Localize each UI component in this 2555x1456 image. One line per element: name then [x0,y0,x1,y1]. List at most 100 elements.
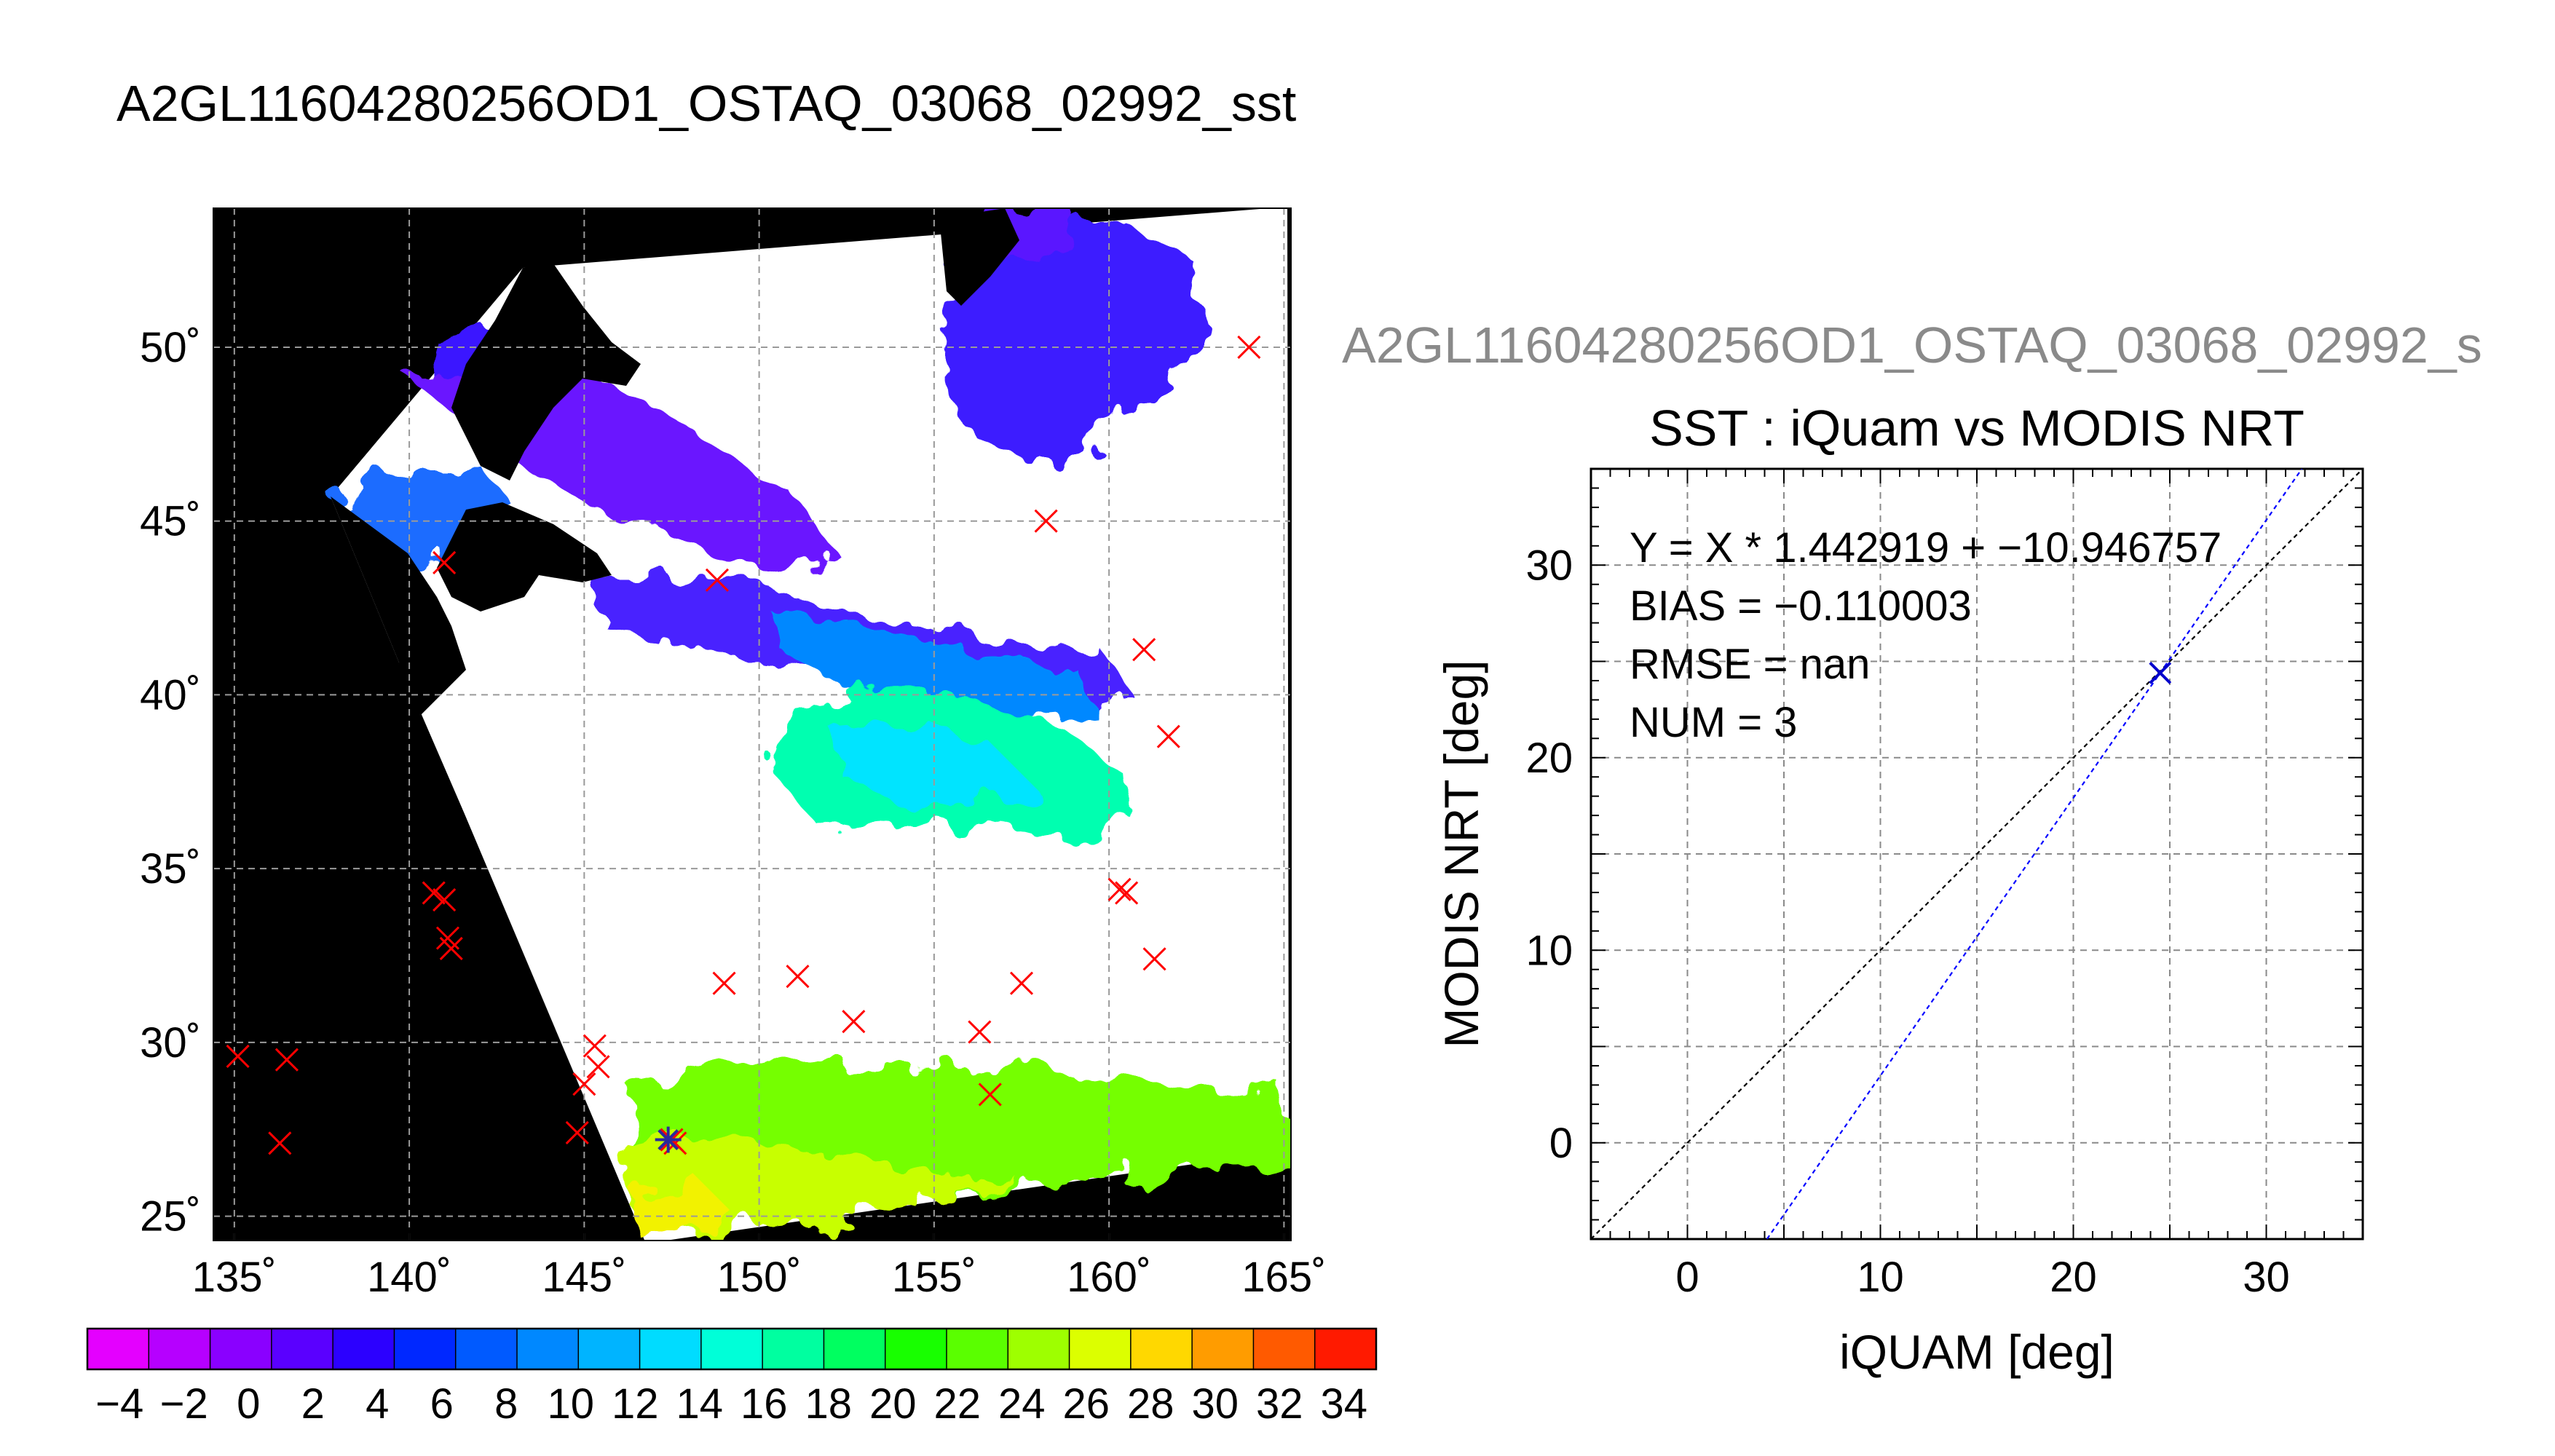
sst-region-mid-cyan-core [830,721,1034,808]
colorbar-swatch [700,1329,763,1369]
map-x-axis: 135˚ 140˚ 145˚ 150˚ 155˚ 160˚ 165˚ [192,1227,1326,1301]
scatter-y-axis: 0 10 20 30 [1525,542,1573,1167]
iquam-point [1115,881,1139,905]
iquam-point [433,550,457,575]
iquam-point [842,1010,866,1034]
map-markers [226,335,1261,1155]
iquam-point [705,568,730,592]
colorbar-tick-label: 28 [1127,1380,1174,1428]
colorbar-tick-label: −4 [95,1380,143,1428]
scatter-y-tick-label: 10 [1525,927,1573,974]
colorbar-tick-label: 0 [237,1380,260,1428]
colorbar-tick-label: 6 [430,1380,454,1428]
scatter-y-tick-label: 20 [1525,735,1573,782]
colorbar-tick-label: 30 [1191,1380,1239,1428]
map-y-tick-label: 35˚ [140,845,201,893]
colorbar-swatch [87,1329,150,1369]
colorbar-tick-label: 2 [301,1380,325,1428]
iquam-point [1156,724,1180,748]
colorbar-tick-label: 24 [998,1380,1046,1428]
identity-line [1591,469,2363,1239]
scatter-x-tick-label: 30 [2243,1254,2290,1301]
scatter-stat-line: BIAS = −0.110003 [1630,582,1972,630]
scatter-point [2149,661,2172,684]
scatter-x-axis: 0 10 20 30 [1675,1254,2289,1301]
scatter-x-tick-label: 20 [2050,1254,2097,1301]
scatter-y-tick-label: 0 [1549,1120,1573,1167]
colorbar-swatch [271,1329,333,1369]
colorbar-tick-label: 34 [1320,1380,1367,1428]
colorbar-tick-label: 32 [1256,1380,1303,1428]
scatter-x-tick-label: 0 [1675,1254,1699,1301]
map-y-tick-label: 30˚ [140,1019,201,1067]
iquam-point [712,971,736,995]
colorbar-tick-label: 20 [869,1380,917,1428]
iquam-point [572,1072,596,1096]
iquam-point [1132,638,1156,662]
iquam-point [433,888,457,912]
scatter-stat-line: RMSE = nan [1630,641,1870,688]
iquam-point [1034,509,1058,533]
sst-region-okhotsk [939,218,1209,466]
iquam-point [1107,877,1132,901]
scatter-plot: 0 10 20 30 0 10 20 30 iQUAM [deg] MODIS NRT [d… [1434,400,2364,1379]
colorbar-swatch [762,1329,825,1369]
scatter-stat-line: Y = X * 1.442919 + −10.946757 [1630,524,2222,571]
colorbar-swatch [1069,1329,1132,1369]
map-grid [213,208,1291,1241]
colorbar-tick-label: 22 [933,1380,981,1428]
map-x-tick-label: 150˚ [717,1254,802,1301]
iquam-point [226,1044,250,1069]
iquam-point [275,1048,299,1072]
colorbar-swatch [1008,1329,1070,1369]
colorbar-tick-label: 26 [1062,1380,1110,1428]
colorbar-swatch [947,1329,1009,1369]
iquam-point [422,881,446,905]
colorbar-tick-label: −2 [160,1380,208,1428]
sakhalin-land [451,264,641,480]
colorbar-tick-label: 18 [805,1380,852,1428]
page-title: A2GL11604280256OD1_OSTAQ_03068_02992_sst [117,75,1296,132]
iquam-point [786,965,810,989]
hokkaido-land [437,502,612,612]
colorbar-swatch [1314,1329,1377,1369]
colorbar-tick-label: 16 [741,1380,788,1428]
honshu-land [331,496,466,728]
sst-map: 135˚ 140˚ 145˚ 150˚ 155˚ 160˚ 165˚ 25˚ 30˚ 35˚ 40… [140,207,1326,1301]
scatter-header: A2GL11604280256OD1_OSTAQ_03068_02992_s [1342,317,2482,373]
colorbar-swatch [578,1329,641,1369]
colorbar-swatch [210,1329,272,1369]
scatter-points [2149,661,2172,684]
colorbar-swatch [149,1329,211,1369]
scatter-x-tick-label: 10 [1857,1254,1904,1301]
colorbar-swatch [639,1329,702,1369]
map-frame [213,207,1292,1241]
colorbar-tick-label: 4 [366,1380,389,1428]
map-y-axis: 25˚ 30˚ 35˚ 40˚ 45˚ 50˚ [140,324,201,1241]
map-x-tick-label: 160˚ [1067,1254,1151,1301]
iquam-point [583,1034,607,1058]
scatter-y-label: MODIS NRT [deg] [1434,660,1488,1048]
map-x-tick-label: 140˚ [367,1254,451,1301]
scatter-x-label: iQUAM [deg] [1839,1325,2114,1379]
map-x-tick-label: 135˚ [192,1254,277,1301]
scatter-grid [1591,469,2363,1239]
iquam-point [439,936,463,961]
colorbar-swatch [517,1329,580,1369]
colorbar-tick-label: 10 [547,1380,594,1428]
scatter-minor-ticks [1590,468,2364,1240]
colorbar-swatch [1130,1329,1193,1369]
iquam-point [968,1020,992,1044]
matchup-point [655,1126,682,1153]
sst-region-south-yellow2 [633,1179,728,1241]
iquam-point [586,1055,610,1079]
colorbar-swatch [394,1329,457,1369]
map-y-tick-label: 40˚ [140,671,201,719]
map-y-tick-label: 50˚ [140,324,201,371]
colorbar-frame [86,1327,1378,1371]
iquam-point [268,1131,292,1155]
map-x-tick-label: 155˚ [892,1254,976,1301]
scatter-stats: Y = X * 1.442919 + −10.946757 BIAS = −0.1… [1630,524,2222,746]
colorbar-swatch [824,1329,886,1369]
fit-line [1766,469,2303,1239]
